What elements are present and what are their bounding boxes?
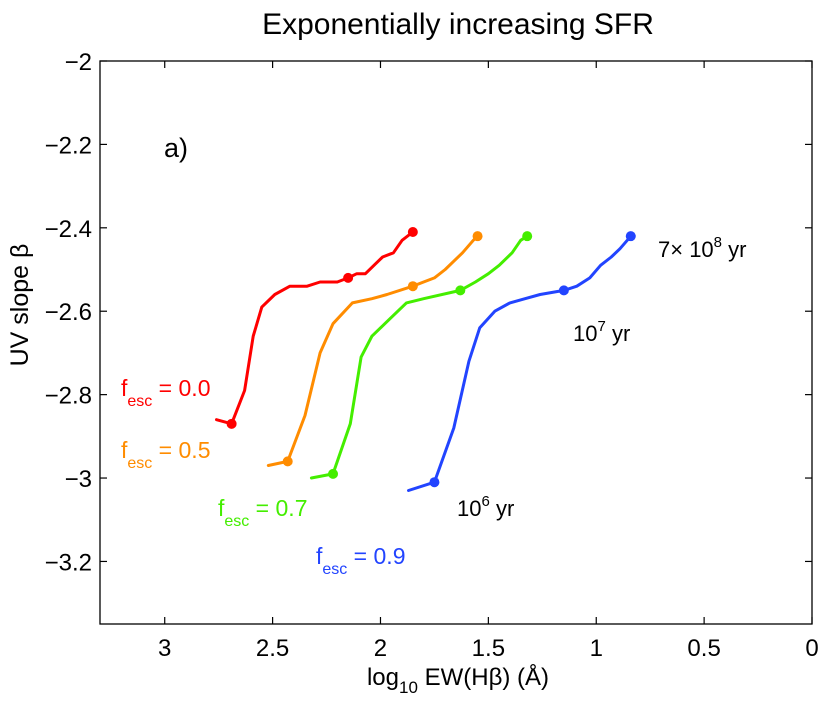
series-label-sub: esc	[322, 561, 347, 578]
series-marker	[522, 231, 533, 242]
series-marker	[407, 226, 418, 237]
x-tick-label: 3	[158, 635, 171, 662]
series-label-main: f	[316, 543, 323, 569]
series-label-value: = 0.9	[347, 543, 405, 569]
x-tick-label: 0	[805, 635, 818, 662]
series-label-sub: esc	[127, 393, 152, 410]
annotation-suffix: yr	[606, 321, 630, 346]
annotation-age-1e6: 106 yr	[457, 493, 514, 521]
series-marker	[282, 456, 293, 467]
series-marker	[558, 285, 569, 296]
x-axis-label-prefix: log	[367, 664, 399, 691]
series-label-value: = 0.0	[152, 375, 210, 401]
x-tick-label: 1	[590, 635, 603, 662]
y-tick-label: −3.2	[45, 549, 92, 576]
chart-title: Exponentially increasing SFR	[262, 8, 654, 41]
series-label-main: f	[218, 495, 225, 521]
annotation-age-7e8: 7× 108 yr	[658, 234, 746, 262]
panel-label: a)	[164, 133, 188, 163]
series-label-sub: esc	[224, 513, 249, 530]
series-marker	[407, 281, 418, 292]
series-line	[266, 234, 480, 467]
series-line	[215, 230, 415, 426]
annotation-prefix: 10	[457, 496, 481, 521]
series-label-main: f	[121, 375, 128, 401]
x-tick-label: 2.5	[256, 635, 289, 662]
series-label-fesc-0.9: fesc = 0.9	[316, 543, 405, 578]
annotation-prefix: 10	[573, 321, 597, 346]
y-tick-label: −2.2	[45, 132, 92, 159]
series-layer	[215, 226, 636, 492]
axis-ticks: 3 2.5 2 1.5 1 0.5 0 −2 −2.2 −2.4 −2.6 −2.8 −3 −3.2	[45, 49, 819, 662]
y-tick-label: −2.6	[45, 299, 92, 326]
series-marker	[472, 231, 483, 242]
series-label-sub: esc	[127, 455, 152, 472]
x-tick-label: 2	[374, 635, 387, 662]
series-label-value: = 0.7	[249, 495, 307, 521]
y-tick-label: −3	[65, 466, 92, 493]
series-label-main: f	[121, 437, 128, 463]
annotation-sup: 7	[597, 318, 605, 335]
series-marker	[343, 272, 354, 283]
x-tick-label: 0.5	[687, 635, 720, 662]
x-tick-label: 1.5	[472, 635, 505, 662]
series-marker	[455, 285, 466, 296]
series-label-fesc-0.7: fesc = 0.7	[218, 495, 307, 530]
annotation-sup: 8	[714, 234, 722, 251]
x-axis-label-suffix: EW(Hβ) (Å)	[418, 663, 549, 691]
x-axis-label: log10 EW(Hβ) (Å)	[367, 663, 549, 697]
annotation-suffix: yr	[722, 237, 746, 262]
y-axis-label: UV slope β	[6, 244, 34, 367]
annotation-suffix: yr	[490, 496, 514, 521]
series-marker	[429, 477, 440, 488]
series-line	[309, 234, 529, 480]
y-tick-label: −2.8	[45, 383, 92, 410]
annotation-prefix: 7× 10	[658, 237, 714, 262]
series-label-fesc-0.5: fesc = 0.5	[121, 437, 210, 472]
series-marker	[226, 418, 237, 429]
annotation-age-1e7: 107 yr	[573, 318, 630, 346]
y-tick-label: −2.4	[45, 216, 92, 243]
y-tick-label: −2	[65, 49, 92, 76]
x-axis-label-subscript: 10	[399, 678, 418, 697]
annotation-sup: 6	[481, 493, 489, 510]
series-label-value: = 0.5	[152, 437, 210, 463]
plot-frame	[99, 60, 813, 625]
series-marker	[625, 231, 636, 242]
series-label-fesc-0.0: fesc = 0.0	[121, 375, 210, 410]
series-marker	[328, 468, 339, 479]
series-line	[407, 234, 633, 492]
